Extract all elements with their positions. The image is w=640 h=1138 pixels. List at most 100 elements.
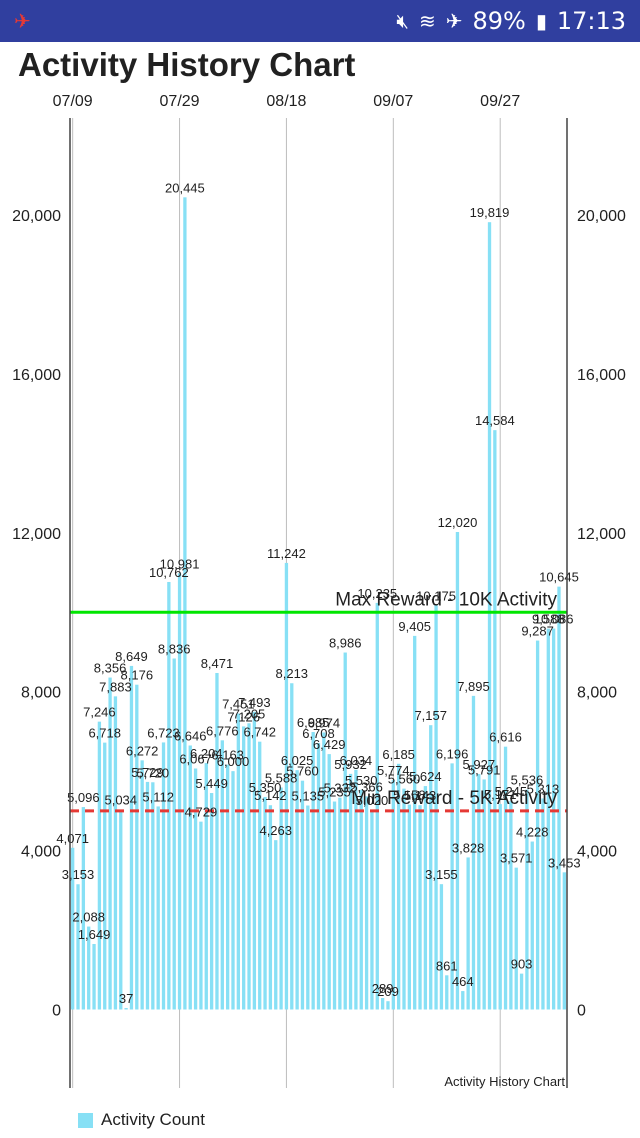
bar-value-label: 5,530 [345,773,378,788]
bar [113,696,118,1010]
bar-value-label: 3,155 [425,867,458,882]
legend-label: Activity Count [101,1110,205,1129]
bar [407,804,412,1010]
bar [290,683,294,1010]
bar [71,847,75,1010]
x-tick-label: 09/07 [373,93,413,110]
bar [156,806,160,1010]
bar-value-label: 8,649 [115,649,148,664]
bar-value-label: 861 [436,958,458,973]
bar [268,805,273,1010]
bar [295,770,299,1010]
bar-value-label: 5,020 [356,793,389,808]
bar-value-label: 4,729 [185,805,218,820]
bar [482,779,486,1010]
bar-value-label: 10,981 [160,556,200,571]
bar [209,793,214,1010]
bar-value-label: 5,332 [324,781,357,796]
status-bar: ✈ 🔇︎ ≋ ✈ 89% ▮ 17:13 [0,0,640,42]
bar-value-label: 4,228 [516,825,549,840]
bar-value-label: 20,445 [165,180,205,195]
bar [327,754,331,1010]
bar-value-label: 5,449 [195,776,228,791]
bar [129,665,134,1010]
bar-value-label: 7,883 [99,679,132,694]
bar [397,763,401,1010]
app-notification-icon: ✈ [14,9,31,33]
bar [477,774,481,1010]
bar-value-label: 19,819 [470,205,510,220]
y-tick-label-right: 0 [577,1003,586,1020]
bar [445,975,449,1010]
bar-value-label: 6,185 [382,747,415,762]
limit-line-label: Max Reward - 10K Activity [335,589,557,610]
bar [311,732,315,1010]
bar-value-label: 8,986 [329,636,362,651]
bar-value-label: 10,645 [539,570,579,585]
bar-value-label: 7,246 [83,705,116,720]
bar-value-label: 4,263 [259,823,292,838]
limit-lines: Max Reward - 10K Activity Min Reward - 5K… [70,589,567,813]
y-tick-label-left: 20,000 [12,208,61,225]
bar [135,684,139,1010]
bar-value-label: 5,366 [350,779,383,794]
bar [215,672,219,1010]
y-tick-label-right: 20,000 [577,208,626,225]
bar [525,789,529,1010]
bar [530,841,534,1010]
bar-value-label: 6,025 [281,753,314,768]
chart-legend: Activity Count [78,1110,205,1130]
bar-value-label: 5,235 [318,785,351,800]
bar [225,764,230,1010]
bar [391,780,395,1010]
bar [97,721,102,1010]
bar-value-label: 5,791 [468,762,501,777]
bar [316,743,321,1010]
bar [284,562,289,1010]
bar-value-label: 5,350 [249,780,282,795]
bar-value-label: 289 [372,981,394,996]
bar-value-label: 3,828 [452,840,485,855]
y-tick-label-left: 16,000 [12,367,61,384]
bar [108,677,112,1010]
bar [103,742,107,1010]
bar-value-label: 209 [377,984,399,999]
bar [386,1001,390,1010]
bar-value-label: 6,646 [174,728,207,743]
bar [380,998,385,1010]
y-tick-label-right: 16,000 [577,367,626,384]
mute-icon: 🔇︎ [396,9,409,33]
battery-icon: ▮ [535,9,547,33]
bar [562,872,566,1010]
legend-swatch [78,1112,93,1128]
bar [81,807,86,1010]
bar-value-label: 464 [452,974,474,989]
bar [279,787,283,1010]
bar-value-label: 8,176 [121,668,154,683]
chart-bars [71,197,566,1010]
y-tick-label-left: 8,000 [21,685,61,702]
x-tick-label: 09/27 [480,93,520,110]
bar [466,857,470,1010]
bar [124,1008,128,1010]
bar [87,926,91,1010]
bar-value-label: 5,560 [388,772,421,787]
bar-value-label: 14,584 [475,413,515,428]
bar [375,602,379,1010]
y-tick-label-right: 12,000 [577,526,626,543]
clock: 17:13 [556,7,626,35]
bar [161,742,166,1010]
bar-value-label: 5,143 [404,788,437,803]
bar [92,943,96,1010]
bar-value-label: 7,126 [227,709,260,724]
y-tick-label-left: 4,000 [21,844,61,861]
bar [199,821,203,1010]
bar-value-label: 7,205 [233,706,266,721]
y-tick-label-left: 12,000 [12,526,61,543]
y-tick-label-right: 8,000 [577,685,617,702]
bar-value-label: 5,245 [495,784,528,799]
bar-value-label: 5,112 [142,789,174,804]
bar [503,746,508,1010]
bar [370,810,374,1010]
